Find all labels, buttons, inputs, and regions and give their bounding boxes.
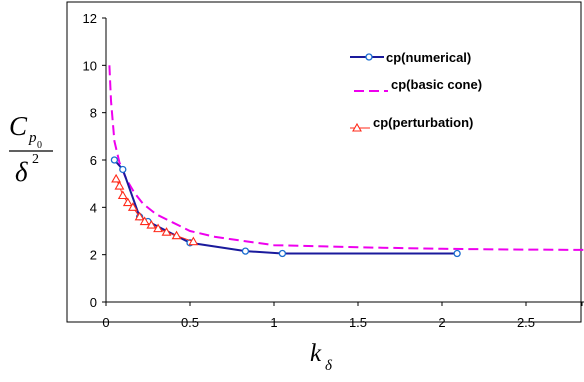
- legend-label-basic-cone: cp(basic cone): [391, 77, 482, 92]
- y-tick-label: 4: [90, 200, 97, 215]
- y-label-power: 2: [32, 152, 39, 167]
- y-ticks: 0 2 4 6 8 10 12: [83, 11, 106, 310]
- x-tick-label: 2.5: [517, 315, 535, 330]
- data-point-perturbation: [117, 190, 128, 200]
- legend-label-numerical: cp(numerical): [386, 50, 471, 65]
- data-point-perturbation: [111, 173, 122, 183]
- legend-marker-numerical: [365, 53, 373, 61]
- y-axis-label: C p 0 δ 2: [9, 111, 53, 187]
- data-point-perturbation: [134, 211, 145, 221]
- y-label-c: C: [9, 111, 28, 141]
- chart-frame: [66, 1, 582, 323]
- x-tick-label: 2: [438, 315, 445, 330]
- x-tick-label: 0: [102, 315, 109, 330]
- y-tick-label: 6: [90, 153, 97, 168]
- data-point-numerical: [278, 249, 287, 258]
- y-tick-label: 2: [90, 248, 97, 263]
- y-label-p: p: [28, 130, 37, 146]
- data-point-perturbation: [188, 236, 199, 246]
- data-point-perturbation: [161, 227, 172, 236]
- data-point-perturbation: [122, 197, 133, 207]
- series-line-1: [108, 65, 584, 251]
- x-tick-label: 1.5: [349, 315, 367, 330]
- x-tick-label: 1: [270, 315, 277, 330]
- x-label-k: k: [310, 340, 322, 367]
- data-point-numerical: [110, 156, 119, 164]
- x-tick-label: 0.5: [181, 315, 199, 330]
- data-point-perturbation: [171, 230, 182, 240]
- data-point-perturbation: [153, 223, 164, 233]
- x-ticks: 0 0.5 1 1.5 2 2.5: [102, 302, 583, 330]
- data-point-numerical: [453, 249, 461, 258]
- data-point-numerical: [119, 165, 127, 174]
- data-point-perturbation: [114, 180, 125, 190]
- y-label-delta: δ: [15, 157, 28, 187]
- x-label-delta: δ: [325, 358, 333, 374]
- legend-label-perturbation: cp(perturbation): [373, 115, 473, 130]
- y-tick-label: 10: [83, 58, 97, 73]
- data-point-numerical: [241, 247, 250, 255]
- data-point-perturbation: [139, 216, 150, 226]
- data-point-perturbation: [146, 219, 157, 229]
- y-tick-label: 8: [90, 106, 97, 121]
- series-layer: [108, 65, 584, 258]
- legend-marker-perturbation: [352, 122, 362, 132]
- legend: cp(numerical) cp(basic cone) cp(perturba…: [350, 50, 482, 132]
- y-label-zero: 0: [37, 140, 42, 151]
- y-tick-label: 12: [83, 11, 97, 26]
- x-axis-label: k δ: [310, 340, 333, 374]
- data-point-perturbation: [127, 202, 138, 211]
- y-tick-label: 0: [90, 295, 97, 310]
